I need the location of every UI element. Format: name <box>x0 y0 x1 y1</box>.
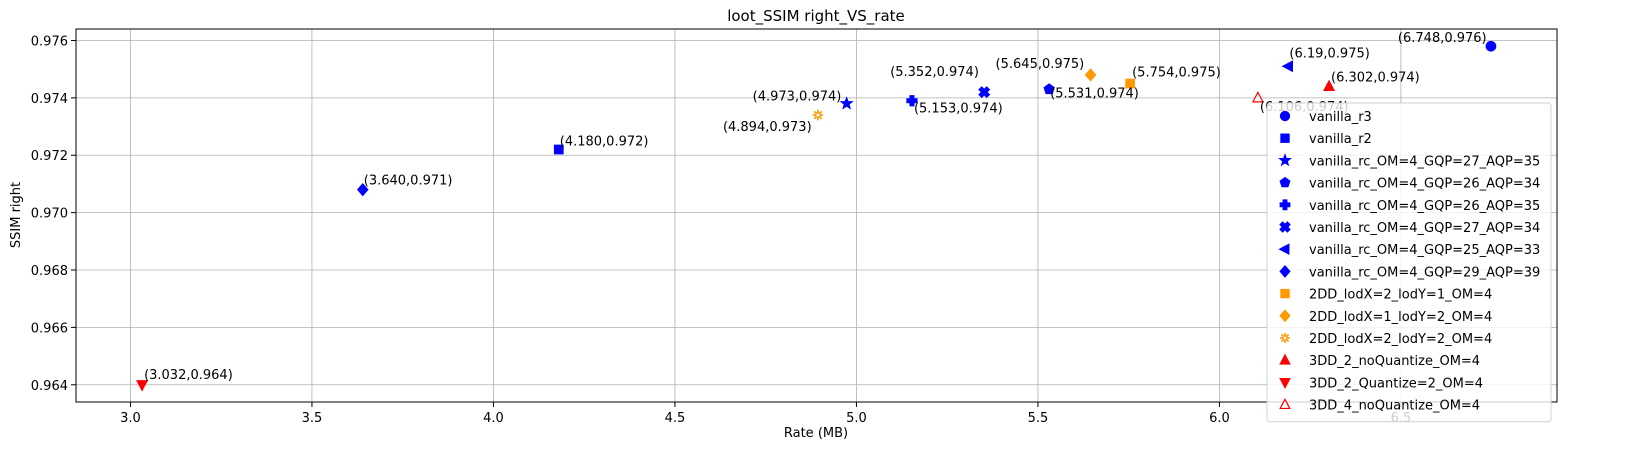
legend-marker <box>1279 110 1291 122</box>
x-tick-label: 5.5 <box>1028 411 1049 426</box>
legend-marker <box>1278 153 1292 167</box>
data-label: (5.754,0.975) <box>1132 66 1221 81</box>
legend-entry: 3DD_2_Quantize=2_OM=4 <box>1309 376 1483 391</box>
x-tick-label: 5.0 <box>846 411 867 426</box>
legend-entry: vanilla_r2 <box>1309 132 1372 147</box>
data-label: (5.153,0.974) <box>914 102 1003 117</box>
legend-entry: vanilla_rc_OM=4_GQP=25_AQP=33 <box>1309 243 1540 258</box>
data-label: (5.352,0.974) <box>890 65 979 80</box>
data-point <box>1251 91 1264 103</box>
legend-marker <box>1279 332 1291 344</box>
legend-marker <box>1279 199 1291 211</box>
y-tick-label: 0.974 <box>31 92 68 107</box>
x-tick-label: 3.0 <box>120 411 141 426</box>
x-tick-label: 4.5 <box>665 411 686 426</box>
x-axis-label: Rate (MB) <box>784 426 848 441</box>
plot-frame <box>75 28 1558 403</box>
data-point <box>1043 83 1055 95</box>
data-label: (5.645,0.975) <box>996 57 1085 72</box>
data-point <box>1084 68 1097 82</box>
legend-marker <box>1279 176 1291 188</box>
axis-ticks: 3.03.54.04.55.05.56.06.50.9640.9660.9680… <box>31 34 1411 426</box>
legend-marker <box>1279 398 1291 410</box>
legend-marker <box>1279 264 1291 278</box>
data-label: (4.894,0.973) <box>723 120 812 135</box>
legend-entry: 3DD_4_noQuantize_OM=4 <box>1309 399 1480 414</box>
y-tick-label: 0.964 <box>31 379 68 394</box>
legend-marker <box>1279 377 1291 389</box>
data-label: (6.748,0.976) <box>1398 31 1487 46</box>
y-tick-label: 0.966 <box>31 321 68 336</box>
legend-entry: 2DD_lodX=1_lodY=2_OM=4 <box>1309 310 1492 325</box>
data-label: (6.302,0.974) <box>1331 70 1420 85</box>
data-point <box>136 380 149 392</box>
data-point <box>978 86 991 99</box>
data-point <box>812 109 824 121</box>
legend-marker <box>1279 309 1291 323</box>
data-label: (3.640,0.971) <box>364 174 453 189</box>
data-point <box>1485 40 1497 52</box>
legend-entry: vanilla_rc_OM=4_GQP=27_AQP=34 <box>1309 221 1540 236</box>
y-axis-label: SSIM right <box>9 182 24 248</box>
data-label: (4.180,0.972) <box>560 135 649 150</box>
data-point <box>356 183 369 197</box>
x-tick-label: 3.5 <box>302 411 323 426</box>
x-tick-label: 4.0 <box>483 411 504 426</box>
data-point <box>1281 60 1293 73</box>
legend-marker <box>1279 221 1291 233</box>
legend: vanilla_r3 vanilla_r2 vanilla_rc_OM=4_GQP=… <box>1266 102 1552 423</box>
legend-entry: vanilla_rc_OM=4_GQP=26_AQP=35 <box>1309 199 1540 214</box>
data-label: (6.19,0.975) <box>1289 46 1369 61</box>
legend-entry: 2DD_lodX=2_lodY=1_OM=4 <box>1309 288 1492 303</box>
legend-entry: vanilla_r3 <box>1309 110 1372 125</box>
legend-entry: 3DD_2_noQuantize_OM=4 <box>1309 354 1480 369</box>
legend-entry: vanilla_rc_OM=4_GQP=27_AQP=35 <box>1309 154 1540 169</box>
data-label: (4.973,0.974) <box>753 90 842 105</box>
legend-box <box>1266 102 1552 423</box>
x-tick-label: 6.0 <box>1209 411 1230 426</box>
y-tick-label: 0.972 <box>31 149 68 164</box>
data-points <box>136 40 1497 392</box>
data-point <box>839 96 854 110</box>
chart-title: loot_SSIM right_VS_rate <box>727 7 905 26</box>
data-label: (3.032,0.964) <box>144 368 233 383</box>
legend-entry: vanilla_rc_OM=4_GQP=29_AQP=39 <box>1309 265 1540 280</box>
y-tick-label: 0.976 <box>31 34 68 49</box>
y-tick-label: 0.968 <box>31 264 68 279</box>
y-tick-label: 0.970 <box>31 207 68 222</box>
legend-marker <box>1280 288 1290 299</box>
legend-marker <box>1280 133 1290 143</box>
data-point <box>1323 79 1336 91</box>
data-label: (5.531,0.974) <box>1050 86 1139 101</box>
legend-marker <box>1279 353 1291 365</box>
data-point <box>906 95 918 107</box>
data-point <box>553 144 564 155</box>
legend-entry: 2DD_lodX=2_lodY=2_OM=4 <box>1309 332 1492 347</box>
data-point <box>1125 78 1135 89</box>
legend-entry: vanilla_rc_OM=4_GQP=26_AQP=34 <box>1309 177 1540 192</box>
legend-marker <box>1278 243 1290 255</box>
